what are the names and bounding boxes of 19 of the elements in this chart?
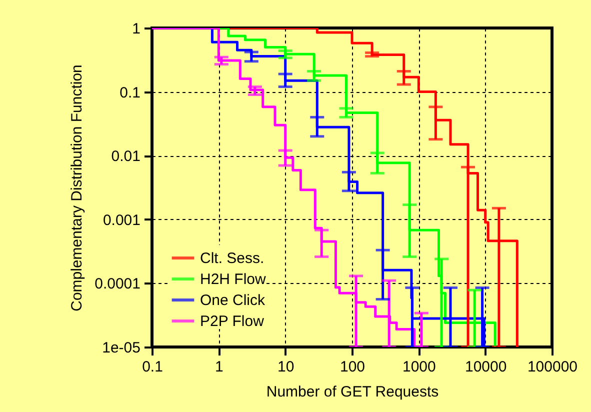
legend-label: Clt. Sess. [200,250,264,267]
legend-label: P2P Flow [200,313,264,330]
x-tick-label: 10 [277,358,294,376]
x-tick-label: 100000 [527,358,578,376]
y-tick-label: 0.01 [111,148,140,166]
y-tick-label: 1 [132,20,140,38]
x-tick-label: 100 [340,358,366,376]
legend-label: H2H Flow [200,271,266,288]
y-tick-label: 1e-05 [102,340,140,356]
x-tick-label: 1 [214,358,224,376]
x-tick-label: 10000 [464,358,507,376]
legend-label: One Click [200,292,266,309]
x-tick-label: 1000 [402,358,436,376]
x-tick-label: 0.1 [142,358,163,376]
x-axis-title: Number of GET Requests [266,384,439,400]
y-tick-label: 0.1 [120,84,140,102]
y-tick-label: 0.001 [102,212,140,229]
y-axis-title: Complementary Distribution Function [68,64,86,312]
y-tick-label: 0.0001 [94,276,140,293]
